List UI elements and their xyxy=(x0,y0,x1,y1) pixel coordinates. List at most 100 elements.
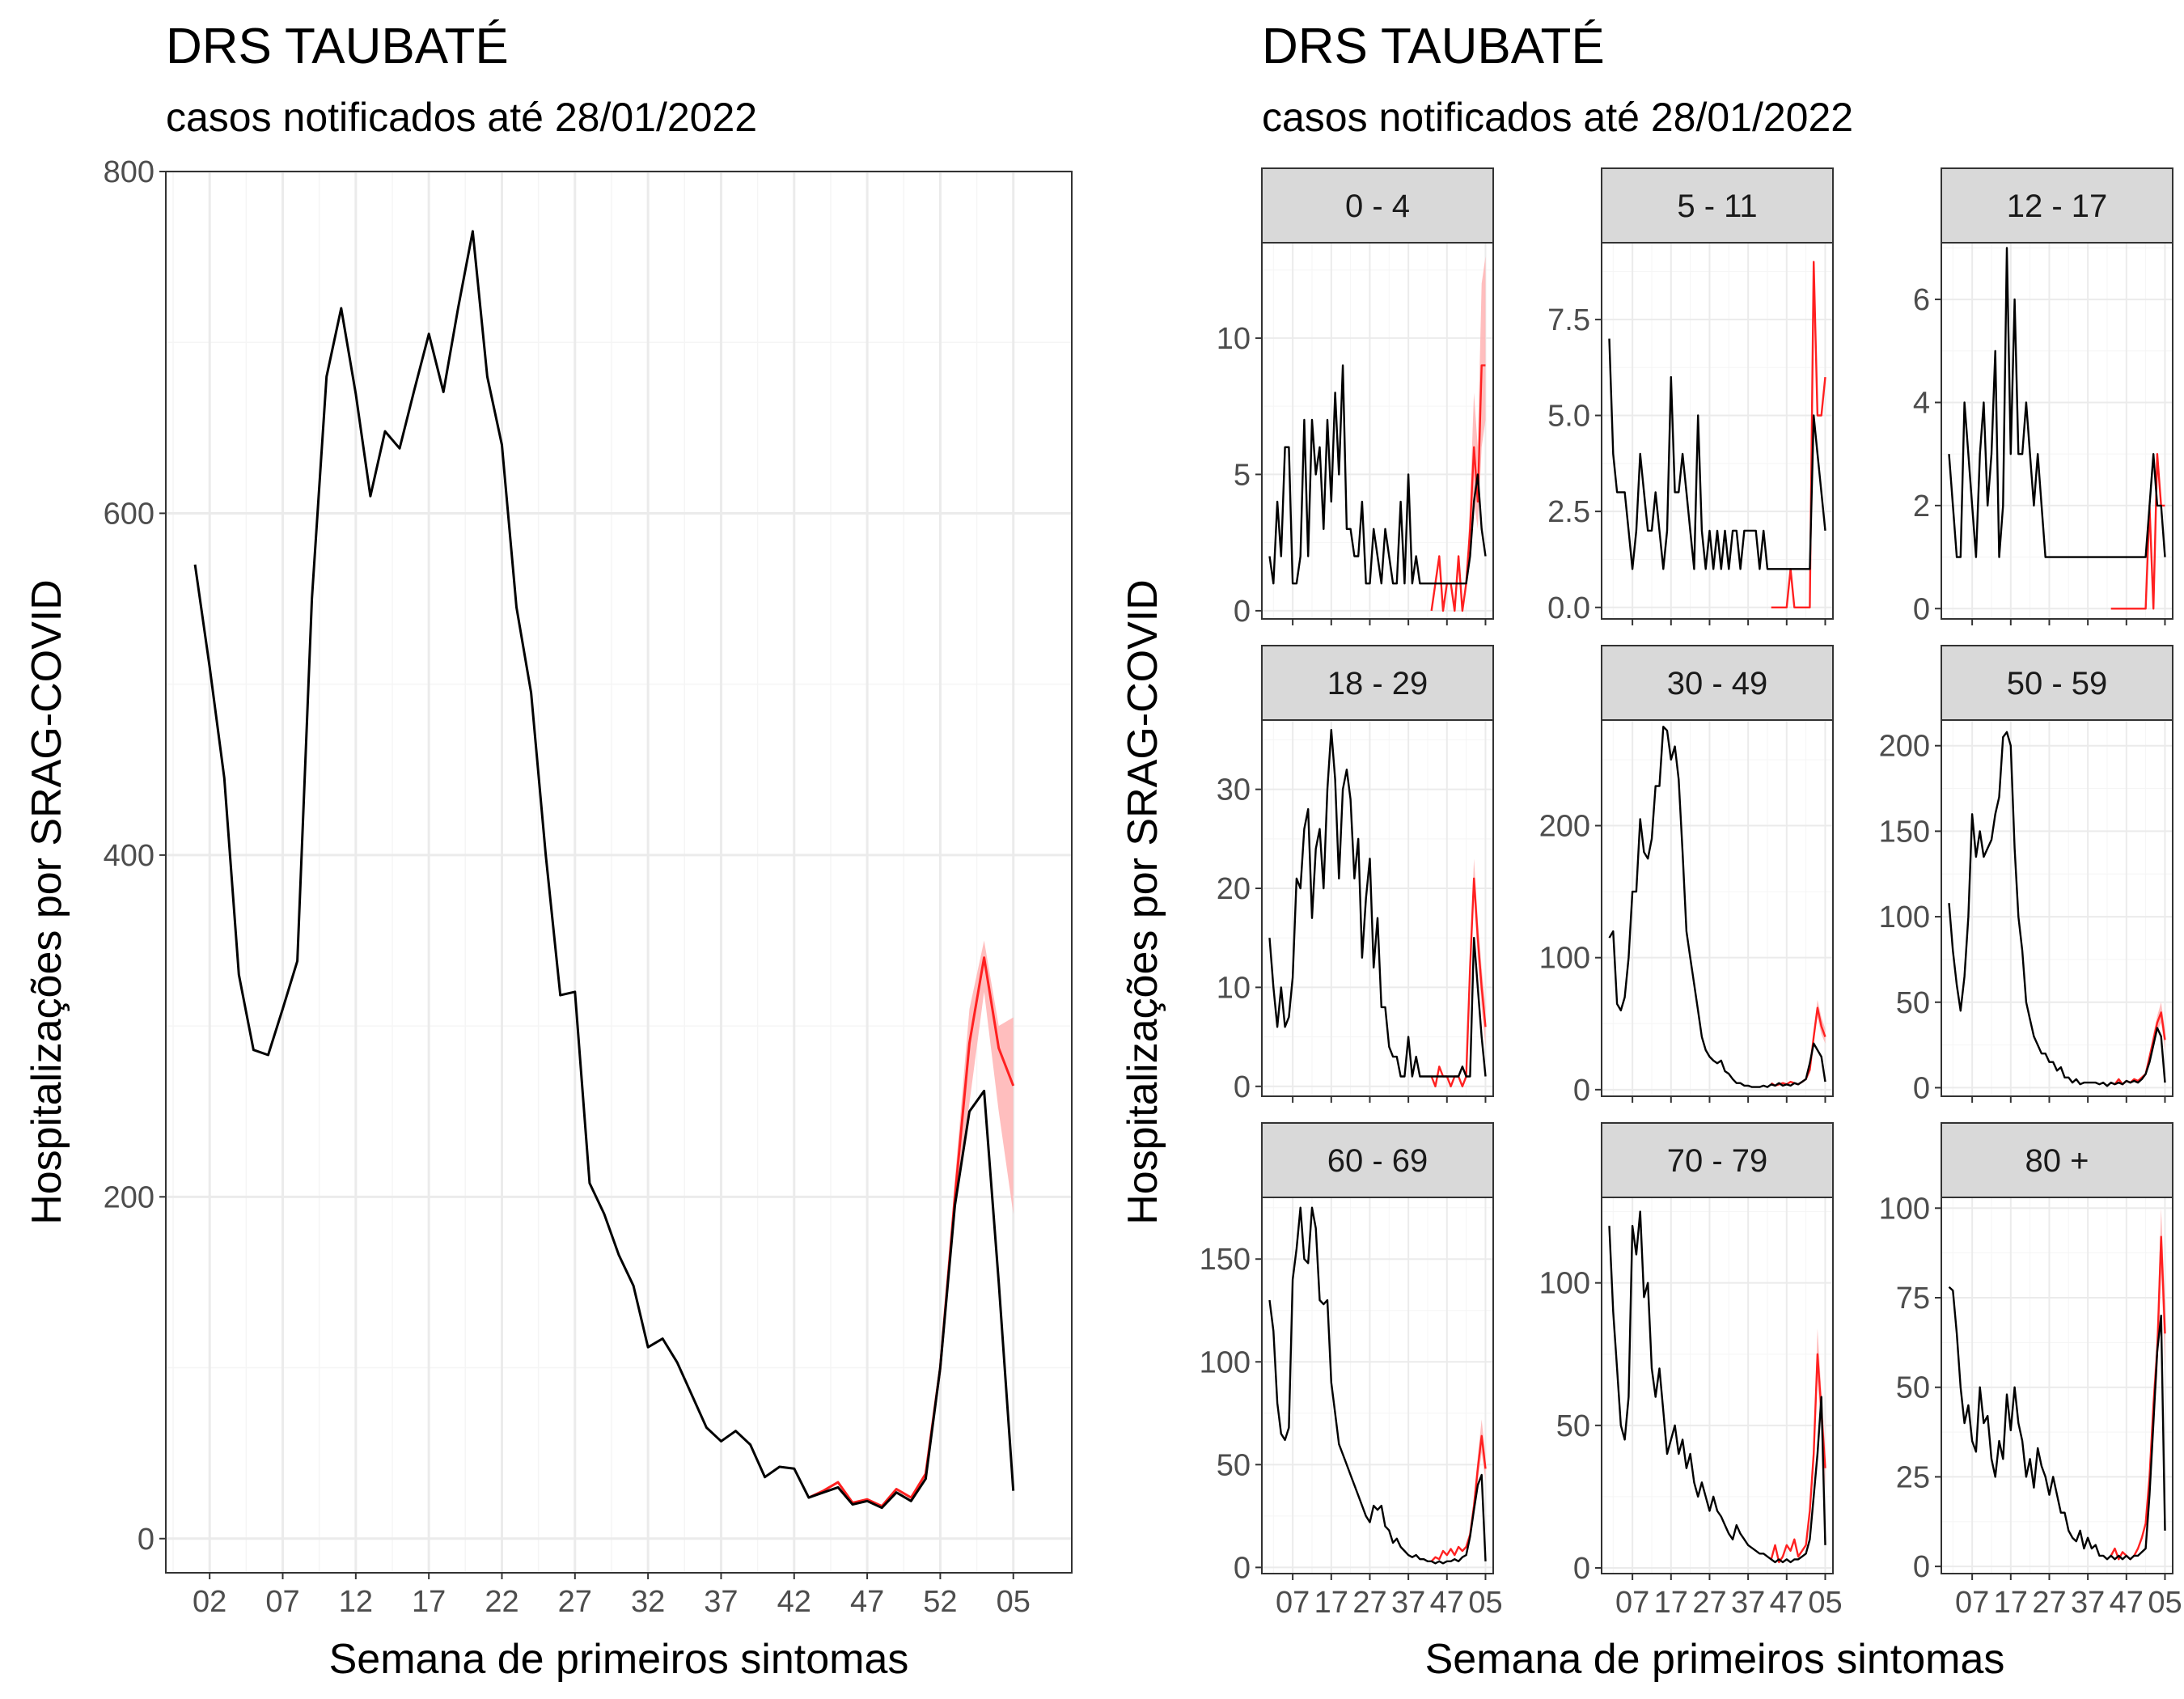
facet-0-4: 0 - 4 0 5 10 xyxy=(1217,167,1494,629)
facet-y-tick-label: 25 xyxy=(1896,1460,1930,1494)
facet-x-tick-label: 47 xyxy=(1430,1586,1464,1620)
left-y-tick-label: 800 xyxy=(104,155,154,189)
facet-80: 80 + 0 25 50 75 100 07 17 27 37 47 05 xyxy=(1879,1122,2182,1620)
facet-y-tick-label: 20 xyxy=(1217,872,1251,906)
facet-observed-line xyxy=(1608,726,1826,1088)
facet-panel-border xyxy=(1261,242,1494,620)
facet-observed-line xyxy=(1268,1206,1487,1565)
left-x-tick-label: 17 xyxy=(412,1585,446,1619)
facet-panel-border xyxy=(1601,242,1834,620)
facet-x-tick-label: 07 xyxy=(1276,1586,1310,1620)
facet-y-tick-label: 0 xyxy=(1573,1074,1590,1108)
facet-x-tick-label: 47 xyxy=(2110,1586,2144,1620)
facet-panel: 0 50 100 150 200 xyxy=(1879,719,2173,1105)
left-y-tick-label: 200 xyxy=(104,1180,154,1214)
facet-y-tick-label: 150 xyxy=(1879,815,1930,849)
left-x-axis-title: Semana de primeiros sintomas xyxy=(329,1636,909,1683)
facet-observed-line xyxy=(1948,247,2166,558)
left-nowcast-ribbon xyxy=(808,940,1014,1506)
facet-50-59: 50 - 59 0 50 100 150 200 xyxy=(1879,645,2173,1105)
facet-y-tick-label: 150 xyxy=(1200,1243,1251,1277)
facet-x-tick-label: 37 xyxy=(2071,1586,2105,1620)
facet-x-tick-label: 05 xyxy=(1468,1586,1502,1620)
facet-x-tick-label: 07 xyxy=(1615,1586,1649,1620)
left-x-tick-label: 27 xyxy=(558,1585,592,1619)
facet-strip xyxy=(1941,167,2173,244)
facet-y-tick-label: 100 xyxy=(1879,900,1930,934)
facet-observed-line xyxy=(1948,1286,2166,1561)
left-x-tick-label: 37 xyxy=(704,1585,738,1619)
left-panel: 0 200 400 600 800 02 07 12 17 22 27 32 37 42 47 52 05 xyxy=(104,155,1073,1619)
facet-observed-line xyxy=(1948,731,2166,1087)
facet-strip xyxy=(1601,167,1834,244)
facet-observed-line xyxy=(1268,364,1487,585)
facet-30-49: 30 - 49 0 100 200 xyxy=(1539,645,1834,1108)
facet-panel-background xyxy=(1262,1197,1493,1574)
facet-strip-label: 80 + xyxy=(2025,1143,2089,1179)
right-chart-subtitle: casos notificados até 28/01/2022 xyxy=(1262,95,1853,140)
facet-y-tick-label: 50 xyxy=(1896,1371,1930,1405)
facet-panel-background xyxy=(1941,720,2173,1096)
facet-strip-label: 60 - 69 xyxy=(1327,1143,1428,1179)
facet-panel: 0 2 4 6 xyxy=(1913,242,2173,626)
facet-nowcast-line xyxy=(1430,1434,1487,1562)
facet-y-tick-label: 6 xyxy=(1913,283,1930,317)
facet-y-tick-label: 0.0 xyxy=(1547,591,1590,625)
facet-panel-background xyxy=(1602,243,1833,619)
facet-x-tick-label: 37 xyxy=(1391,1586,1425,1620)
facet-y-tick-label: 75 xyxy=(1896,1282,1930,1316)
facet-y-tick-label: 50 xyxy=(1217,1448,1251,1482)
facet-x-tick-label: 05 xyxy=(1808,1586,1842,1620)
facet-strip-label: 30 - 49 xyxy=(1667,666,1768,701)
facet-panel-border xyxy=(1601,719,1834,1097)
facet-y-tick-label: 2 xyxy=(1913,489,1930,523)
facet-y-tick-label: 5 xyxy=(1234,458,1251,492)
facet-x-tick-label: 17 xyxy=(1314,1586,1348,1620)
facet-nowcast-line xyxy=(2110,1011,2166,1086)
facet-y-tick-label: 100 xyxy=(1200,1345,1251,1379)
facet-strip-label: 5 - 11 xyxy=(1677,189,1757,224)
facet-strip-label: 0 - 4 xyxy=(1345,189,1410,224)
facet-strip-label: 12 - 17 xyxy=(2007,189,2108,224)
left-panel-background xyxy=(166,172,1072,1573)
facet-panel: 0 25 50 75 100 07 17 27 37 47 05 xyxy=(1879,1192,2182,1620)
facet-y-tick-label: 50 xyxy=(1556,1409,1590,1443)
facet-panel: 0 100 200 xyxy=(1539,719,1834,1108)
facet-panel-border xyxy=(1941,242,2173,620)
facet-x-tick-label: 27 xyxy=(1352,1586,1386,1620)
right-x-axis-title: Semana de primeiros sintomas xyxy=(1425,1636,2005,1683)
facet-strip xyxy=(1261,645,1494,721)
facet-panel: 0 10 20 30 xyxy=(1217,719,1494,1104)
facet-panel: 0 50 100 07 17 27 37 47 05 xyxy=(1539,1197,1843,1620)
facet-nowcast-line xyxy=(2110,453,2165,610)
left-x-tick-label: 52 xyxy=(923,1585,957,1619)
facet-y-tick-label: 0 xyxy=(1913,1071,1930,1105)
left-x-tick-label: 42 xyxy=(777,1585,811,1619)
left-y-tick-label: 600 xyxy=(104,497,154,531)
left-x-tick-label: 05 xyxy=(997,1585,1031,1619)
facet-18-29: 18 - 29 0 10 20 30 xyxy=(1217,645,1494,1104)
left-y-tick-label: 400 xyxy=(104,839,154,873)
facet-observed-line xyxy=(1608,1210,1826,1564)
facet-panel-border xyxy=(1261,1197,1494,1574)
facet-panel-background xyxy=(1602,720,1833,1096)
facet-strip-label: 18 - 29 xyxy=(1327,666,1428,701)
facet-panel: 0 5 10 xyxy=(1217,242,1494,629)
facet-y-tick-label: 4 xyxy=(1913,386,1930,420)
facet-y-tick-label: 0 xyxy=(1573,1552,1590,1586)
facet-x-tick-label: 17 xyxy=(1654,1586,1688,1620)
left-plot-area: 0 200 400 600 800 02 07 12 17 22 27 32 37 42 47 52 05 xyxy=(104,155,1073,1619)
left-x-tick-label: 12 xyxy=(339,1585,373,1619)
facet-panel-border xyxy=(1261,719,1494,1097)
facet-x-tick-label: 47 xyxy=(1770,1586,1804,1620)
facet-y-tick-label: 200 xyxy=(1879,730,1930,764)
facet-observed-line xyxy=(1608,338,1826,570)
facet-panel: 0 50 100 150 07 17 27 37 47 05 xyxy=(1200,1197,1503,1620)
facet-x-tick-label: 07 xyxy=(1955,1586,1989,1620)
facet-strip xyxy=(1261,167,1494,244)
left-x-tick-label: 02 xyxy=(193,1585,226,1619)
facet-y-tick-label: 30 xyxy=(1217,773,1251,807)
facet-y-tick-label: 2.5 xyxy=(1547,495,1590,529)
left-x-tick-label: 47 xyxy=(850,1585,884,1619)
